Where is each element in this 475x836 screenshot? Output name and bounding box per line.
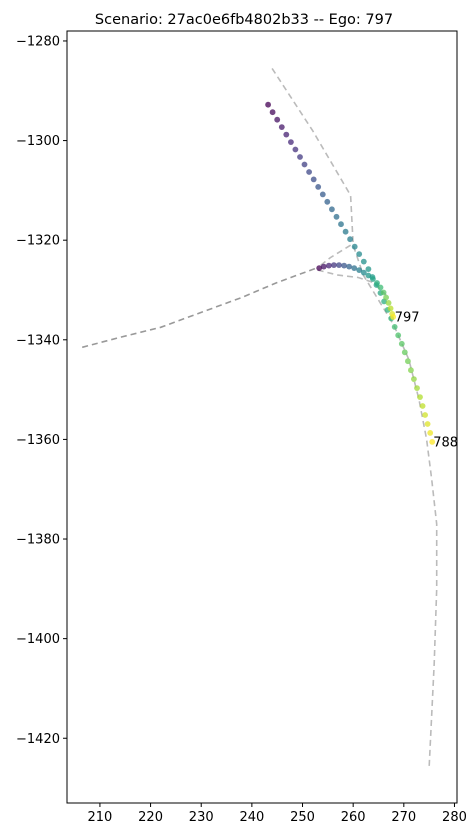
point-788	[420, 403, 426, 409]
point-788	[366, 266, 372, 272]
point-788	[270, 109, 276, 115]
x-tick-label: 210	[88, 810, 113, 825]
point-788	[414, 385, 420, 391]
x-tick-label: 260	[341, 810, 366, 825]
point-788	[356, 251, 362, 257]
x-tick-label: 280	[442, 810, 467, 825]
point-788	[361, 259, 367, 265]
point-788	[297, 154, 303, 160]
point-788	[395, 332, 401, 338]
x-tick-label: 230	[189, 810, 214, 825]
point-788	[347, 236, 353, 242]
point-788	[329, 206, 335, 212]
y-tick-label: −1300	[16, 134, 60, 149]
point-788	[417, 394, 423, 400]
point-788	[405, 358, 411, 364]
point-788	[315, 184, 321, 190]
point-788	[320, 192, 326, 198]
label-788: 788	[433, 435, 458, 450]
y-tick-label: −1320	[16, 234, 60, 249]
x-tick-label: 220	[138, 810, 163, 825]
point-788	[338, 221, 344, 227]
x-tick-label: 240	[239, 810, 264, 825]
point-788	[293, 147, 299, 153]
y-tick-label: −1400	[16, 632, 60, 647]
point-788	[334, 214, 340, 220]
point-797	[331, 262, 337, 268]
point-788	[352, 244, 358, 250]
x-tick-label: 270	[391, 810, 416, 825]
y-axis: −1280 −1300 −1320 −1340 −1360 −1380 −1400 −1420	[16, 34, 67, 746]
point-797	[326, 263, 332, 269]
point-797	[321, 264, 327, 270]
plot-frame	[67, 31, 457, 803]
point-788	[422, 412, 428, 418]
trajectory-points	[265, 102, 435, 445]
point-788	[274, 117, 280, 123]
point-797	[378, 285, 384, 291]
point-788	[399, 341, 405, 347]
point-797	[341, 263, 347, 269]
y-tick-label: −1340	[16, 333, 60, 348]
point-788	[411, 376, 417, 382]
point-797	[351, 265, 357, 271]
point-788	[265, 102, 271, 108]
point-788	[279, 124, 285, 130]
y-tick-label: −1420	[16, 732, 60, 747]
point-788	[324, 199, 330, 205]
lane-line-1	[82, 268, 318, 348]
point-797	[383, 295, 389, 301]
point-797	[386, 300, 392, 306]
lane-line-2	[272, 68, 437, 768]
point-797	[381, 290, 387, 296]
point-788	[311, 177, 317, 183]
point-788	[425, 421, 431, 427]
y-tick-label: −1280	[16, 34, 60, 49]
label-797: 797	[395, 310, 420, 325]
point-788	[283, 132, 289, 138]
x-tick-label: 250	[290, 810, 315, 825]
trajectory-annotations: 797 788	[395, 310, 458, 450]
point-788	[402, 349, 408, 355]
x-axis: 210 220 230 240 250 260 270 280	[88, 803, 467, 825]
point-788	[408, 367, 414, 373]
point-797	[346, 264, 352, 270]
point-788	[306, 169, 312, 175]
y-tick-label: −1380	[16, 533, 60, 548]
point-788	[343, 229, 349, 235]
chart-title: Scenario: 27ac0e6fb4802b33 -- Ego: 797	[95, 12, 393, 28]
point-797	[336, 262, 342, 268]
point-797	[388, 306, 394, 312]
series-788	[265, 102, 435, 445]
series-797	[316, 262, 396, 320]
y-tick-label: −1360	[16, 433, 60, 448]
point-788	[288, 139, 294, 145]
lane-lines	[82, 68, 437, 768]
point-788	[302, 162, 308, 168]
